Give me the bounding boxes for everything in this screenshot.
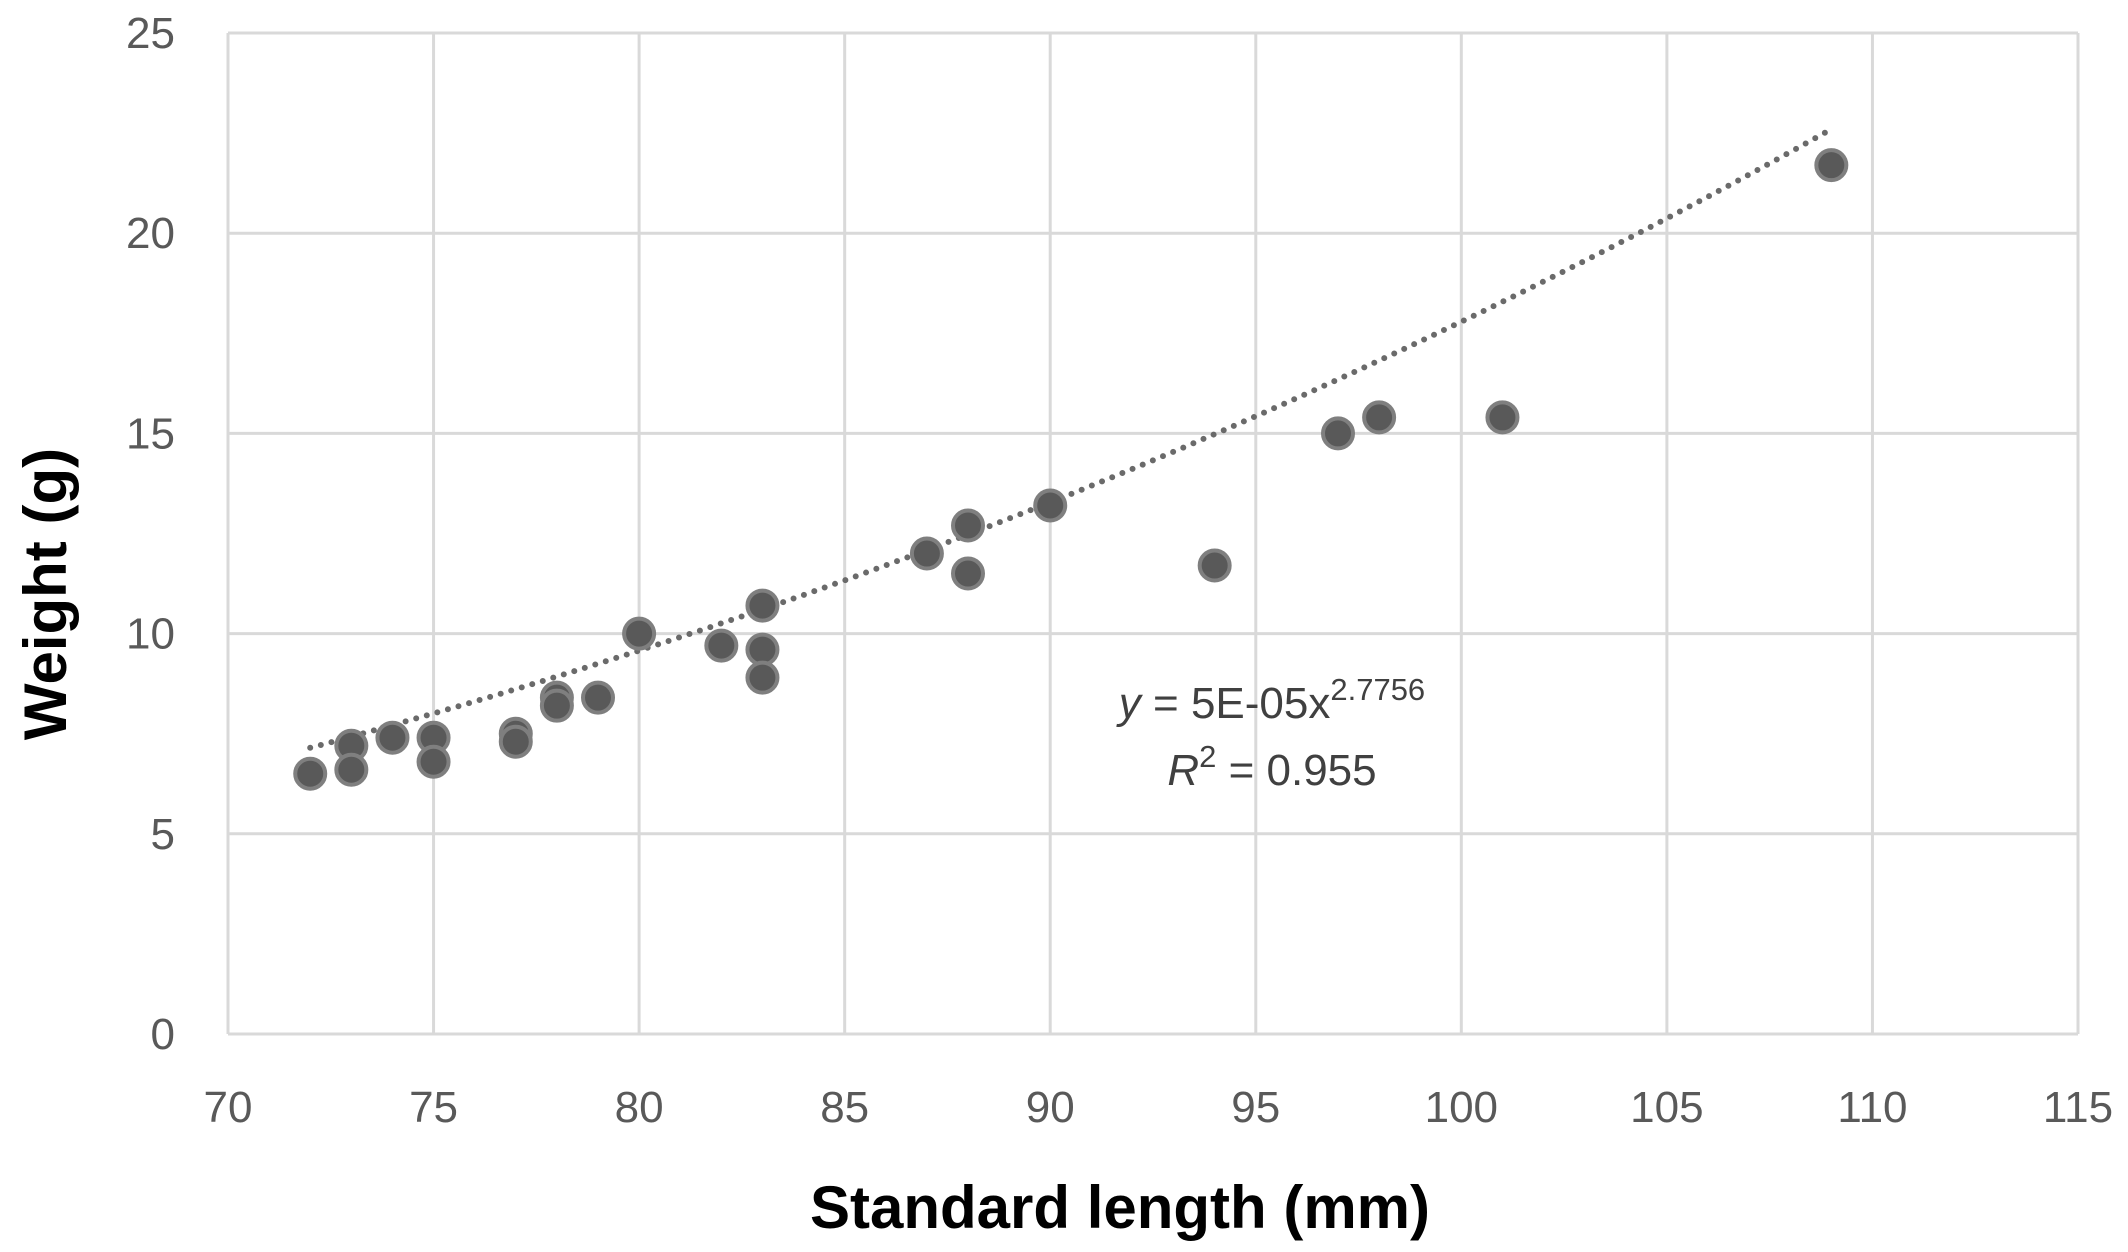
data-point [581, 680, 615, 715]
data-point [745, 632, 780, 667]
y-tick-label: 25 [126, 9, 175, 58]
data-point [745, 588, 780, 623]
x-tick-label: 95 [1231, 1083, 1280, 1132]
data-point [1814, 148, 1849, 183]
r-variable: R [1167, 746, 1199, 795]
x-tick-labels: 70 75 80 85 90 95 100 105 110 115 [204, 1083, 2114, 1132]
data-point [951, 556, 985, 591]
data-point [951, 508, 985, 543]
data-point [622, 616, 657, 651]
r-superscript: 2 [1199, 739, 1216, 774]
data-point [1485, 400, 1520, 435]
x-tick-label: 75 [409, 1083, 458, 1132]
data-point [334, 752, 369, 787]
y-tick-label: 20 [126, 209, 175, 258]
x-tick-label: 105 [1630, 1083, 1703, 1132]
y-tick-label: 15 [126, 409, 175, 458]
data-point [1033, 488, 1068, 523]
data-point [416, 744, 451, 779]
y-tick-labels: 0 5 10 15 20 25 [126, 9, 175, 1059]
data-point [539, 688, 574, 723]
equation-exponent: 2.7756 [1330, 672, 1425, 707]
equation-y-variable: y [1116, 679, 1144, 728]
x-axis-title: Standard length (mm) [810, 1174, 1430, 1241]
data-points [293, 148, 1849, 791]
y-axis-title: Weight (g) [12, 448, 79, 740]
data-point [1197, 548, 1232, 583]
x-tick-label: 80 [615, 1083, 664, 1132]
x-tick-label: 115 [2043, 1083, 2113, 1132]
y-tick-label: 5 [151, 810, 175, 859]
r-squared-label: R2 = 0.955 [1167, 739, 1376, 795]
x-tick-label: 70 [204, 1083, 253, 1132]
x-tick-label: 100 [1425, 1083, 1498, 1132]
power-trendline [307, 126, 1835, 751]
x-tick-label: 90 [1026, 1083, 1075, 1132]
data-point [745, 660, 780, 695]
data-point [375, 720, 410, 755]
data-point [498, 724, 533, 759]
x-gridlines [226, 33, 2080, 1034]
y-tick-label: 0 [151, 1010, 175, 1059]
trendline-equation: y = 5E-05x2.7756 [1116, 672, 1425, 728]
data-point [1321, 416, 1355, 451]
y-gridlines [228, 31, 2078, 1036]
x-tick-label: 110 [1837, 1083, 1907, 1132]
equation-rhs: = 5E-05x [1141, 679, 1331, 728]
data-point [909, 536, 944, 571]
r-squared-value: = 0.955 [1216, 746, 1376, 795]
data-point [1362, 400, 1397, 435]
x-tick-label: 85 [820, 1083, 869, 1132]
data-point [704, 628, 739, 663]
y-tick-label: 10 [126, 610, 175, 659]
data-point [293, 756, 328, 791]
